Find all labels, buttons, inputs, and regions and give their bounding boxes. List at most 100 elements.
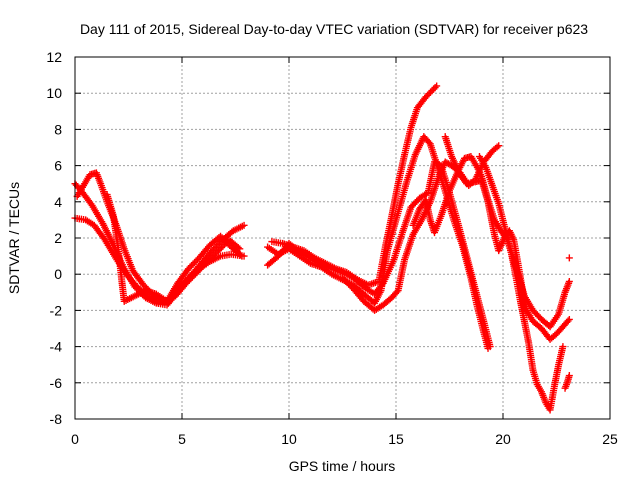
chart-title: Day 111 of 2015, Sidereal Day-to-day VTE…: [80, 21, 588, 37]
data-point: [425, 90, 433, 98]
data-point: [186, 263, 194, 271]
data-point: [493, 143, 501, 151]
grid: [75, 57, 610, 419]
x-axis-label: GPS time / hours: [289, 458, 396, 474]
y-tick-label: 8: [54, 121, 62, 137]
data-point: [214, 247, 222, 255]
data-point: [217, 232, 225, 240]
data-point: [139, 281, 147, 289]
data-point: [182, 279, 190, 287]
data-point: [195, 267, 203, 275]
data-point: [207, 254, 215, 262]
y-tick-label: 0: [54, 266, 62, 282]
data-point: [427, 88, 435, 96]
axis-ticks: 0 5 10 15 20 25 -8 -6 -4 -2 0 2 4 6 8 10 12: [46, 49, 618, 447]
data-point: [199, 262, 207, 270]
x-tick-label: 25: [602, 431, 618, 447]
data-point: [213, 242, 221, 250]
y-tick-label: -4: [50, 339, 63, 355]
data-point: [196, 265, 204, 273]
data-point: [423, 91, 431, 99]
series-s10: [441, 133, 573, 343]
data-point: [342, 277, 350, 285]
data-point: [486, 343, 494, 351]
series-s12: [561, 254, 573, 392]
data-point: [433, 82, 441, 90]
data-point: [559, 343, 567, 351]
y-tick-label: 12: [46, 49, 62, 65]
series-s4: [103, 191, 246, 305]
data-point: [213, 248, 221, 256]
y-tick-label: -6: [50, 375, 63, 391]
data-point: [201, 261, 209, 269]
series-s7: [264, 158, 494, 351]
x-tick-label: 15: [388, 431, 404, 447]
data-point: [430, 85, 438, 93]
data-point: [202, 259, 210, 267]
data-point: [211, 244, 219, 252]
x-tick-label: 5: [178, 431, 186, 447]
data-point: [345, 280, 353, 288]
data-point: [198, 264, 206, 272]
data-point: [189, 260, 197, 268]
data-point: [221, 237, 229, 245]
y-tick-label: 6: [54, 158, 62, 174]
x-tick-label: 0: [71, 431, 79, 447]
data-point: [565, 372, 573, 380]
x-tick-label: 10: [281, 431, 297, 447]
data-point: [192, 257, 200, 265]
data-point: [210, 251, 218, 259]
data-point: [219, 242, 227, 250]
data-point: [422, 93, 430, 101]
data-point: [431, 84, 439, 92]
series-s11: [475, 153, 567, 414]
data-points: [71, 82, 573, 414]
data-point: [191, 270, 199, 278]
data-point: [204, 258, 212, 266]
data-point: [185, 276, 193, 284]
data-point: [236, 251, 244, 259]
data-point: [184, 265, 192, 273]
data-point: [238, 252, 246, 260]
data-point: [190, 271, 198, 279]
data-point: [187, 262, 195, 270]
data-point: [564, 317, 572, 325]
data-point: [216, 245, 224, 253]
data-point: [205, 256, 213, 264]
data-point: [565, 277, 573, 285]
data-point: [218, 234, 226, 242]
y-axis-label: SDTVAR / TECUs: [6, 182, 22, 294]
y-tick-label: -2: [50, 302, 63, 318]
y-tick-label: 2: [54, 230, 62, 246]
data-point: [340, 275, 348, 283]
plot-frame: [74, 56, 611, 420]
y-tick-label: 4: [54, 194, 62, 210]
data-point: [495, 142, 503, 150]
x-tick-label: 20: [495, 431, 511, 447]
series-s2: [71, 214, 248, 307]
data-point: [240, 221, 248, 229]
data-point: [208, 253, 216, 261]
y-tick-label: 10: [46, 85, 62, 101]
data-point: [378, 281, 386, 289]
data-point: [193, 268, 201, 276]
data-point: [428, 87, 436, 95]
data-point: [223, 238, 231, 246]
data-point: [188, 273, 196, 281]
data-point: [220, 235, 228, 243]
data-point: [211, 250, 219, 258]
y-tick-label: -8: [50, 411, 63, 427]
data-point: [346, 282, 354, 290]
data-point: [208, 247, 216, 255]
data-point: [339, 274, 346, 282]
data-point: [343, 278, 351, 286]
data-point: [224, 240, 232, 248]
data-point: [217, 244, 225, 252]
data-point: [184, 278, 192, 286]
data-point: [209, 245, 217, 253]
data-point: [191, 259, 199, 267]
series-s5: [268, 82, 441, 289]
data-point: [565, 315, 573, 323]
data-point: [565, 254, 573, 262]
